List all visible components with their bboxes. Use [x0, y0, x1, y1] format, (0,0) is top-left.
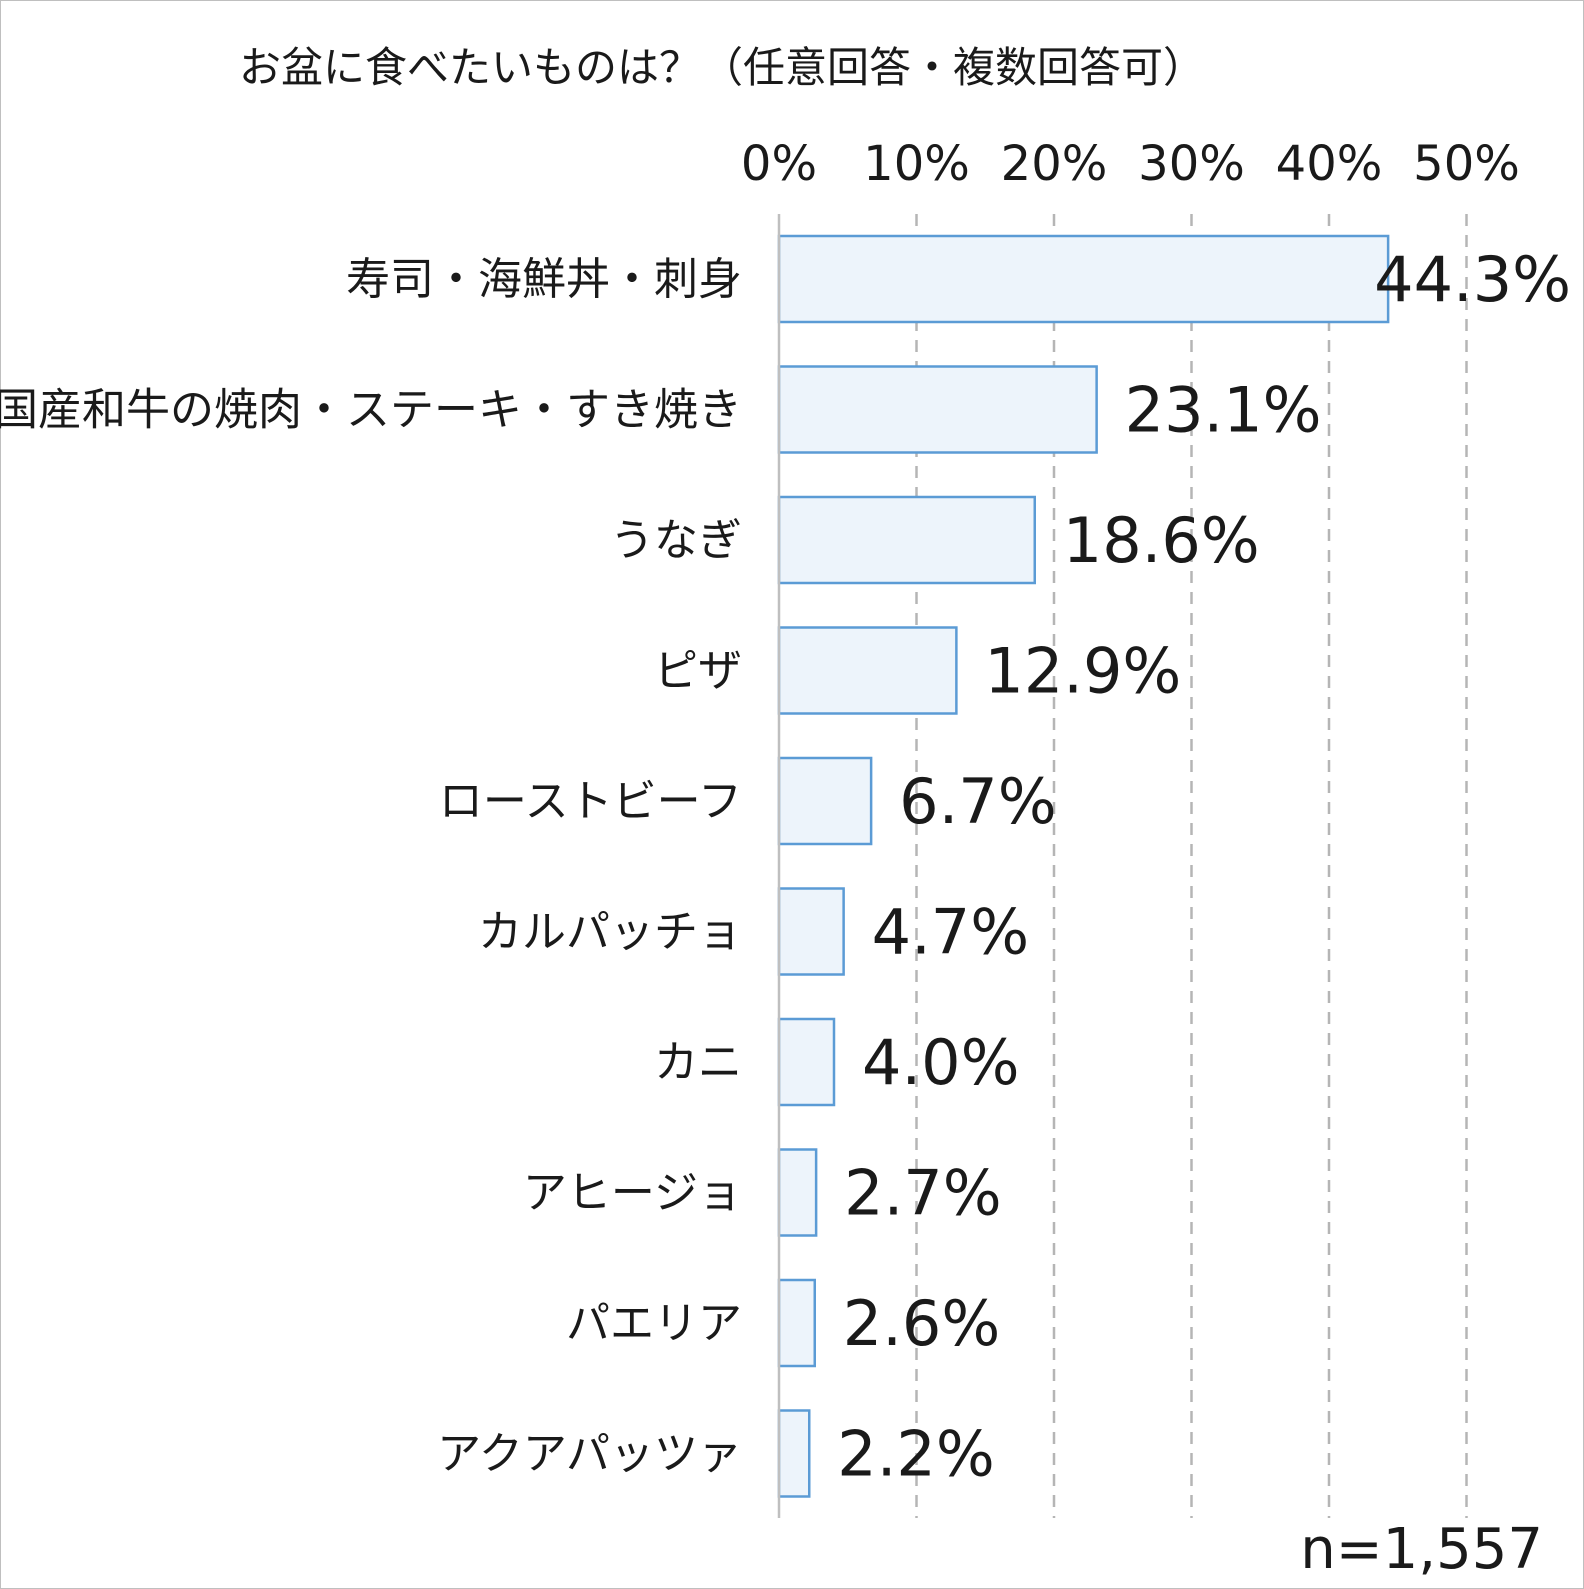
sample-size-label: n=1,557 — [1300, 1517, 1543, 1582]
bar — [777, 756, 873, 846]
category-label: パエリア — [566, 1298, 742, 1349]
value-label: 18.6% — [1063, 504, 1260, 577]
category-label: 寿司・海鮮丼・刺身 — [346, 254, 742, 305]
bar — [777, 495, 1036, 585]
x-tick-label: 30% — [1138, 136, 1245, 192]
bar — [777, 234, 1390, 324]
bar — [777, 887, 845, 976]
value-label: 2.2% — [837, 1418, 995, 1491]
category-label: カニ — [654, 1037, 742, 1088]
value-label: 2.6% — [843, 1287, 1001, 1360]
bars — [777, 234, 1390, 1498]
category-label: 国産和牛の焼肉・ステーキ・すき焼き — [0, 385, 742, 436]
x-tick-label: 0% — [741, 136, 817, 192]
bar — [777, 626, 958, 715]
category-label: ローストビーフ — [439, 776, 742, 827]
x-tick-label: 50% — [1413, 136, 1520, 192]
bar — [777, 1017, 836, 1107]
value-label: 2.7% — [844, 1157, 1002, 1230]
category-label: うなぎ — [610, 515, 742, 566]
x-axis-ticks: 0% 10% 20% 30% 40% 50% — [741, 136, 1520, 192]
value-label: 23.1% — [1125, 374, 1322, 447]
bar — [777, 365, 1098, 454]
x-tick-label: 20% — [1001, 136, 1108, 192]
value-label: 44.3% — [1374, 243, 1571, 316]
category-label: ピザ — [654, 646, 742, 697]
bar — [777, 1409, 811, 1498]
value-label: 4.7% — [872, 896, 1030, 969]
chart-title: お盆に食べたいものは？（任意回答・複数回答可） — [238, 43, 1205, 92]
value-label: 12.9% — [984, 635, 1181, 708]
category-label: アヒージョ — [523, 1168, 742, 1219]
x-tick-label: 40% — [1276, 136, 1383, 192]
value-labels: 44.3% 23.1% 18.6% 12.9% 6.7% 4.7% 4.0% 2.7% 2.6%… — [837, 243, 1571, 1491]
category-label: アクアパッツァ — [437, 1429, 742, 1480]
value-label: 4.0% — [862, 1026, 1020, 1099]
bar — [777, 1278, 816, 1368]
value-label: 6.7% — [899, 765, 1057, 838]
x-tick-label: 10% — [863, 136, 970, 192]
bar — [777, 1148, 818, 1237]
category-labels: 寿司・海鮮丼・刺身国産和牛の焼肉・ステーキ・すき焼きうなぎピザローストビーフカル… — [0, 254, 742, 1480]
category-label: カルパッチョ — [478, 907, 742, 958]
